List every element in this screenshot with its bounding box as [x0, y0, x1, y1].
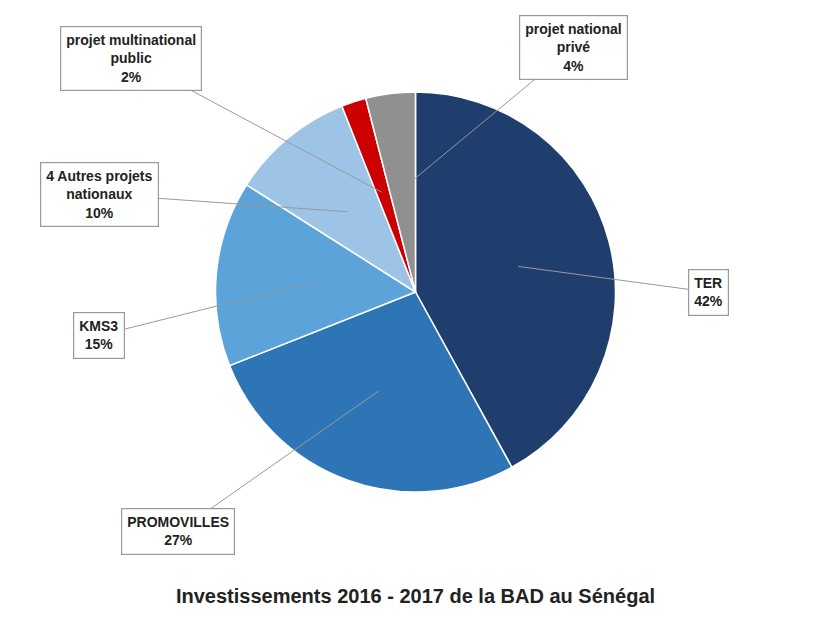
svg-text:Investissements 2016 - 2017 de: Investissements 2016 - 2017 de la BAD au… — [176, 585, 655, 607]
svg-text:KMS315%: KMS315% — [79, 318, 118, 352]
svg-text:4 Autres projetsnationaux10%: 4 Autres projetsnationaux10% — [46, 168, 152, 220]
svg-text:projet multinationalpublic2%: projet multinationalpublic2% — [66, 32, 196, 84]
svg-text:TER42%: TER42% — [694, 275, 723, 309]
svg-text:projet nationalprivé4%: projet nationalprivé4% — [525, 21, 621, 73]
svg-text:PROMOVILLES27%: PROMOVILLES27% — [127, 514, 229, 548]
